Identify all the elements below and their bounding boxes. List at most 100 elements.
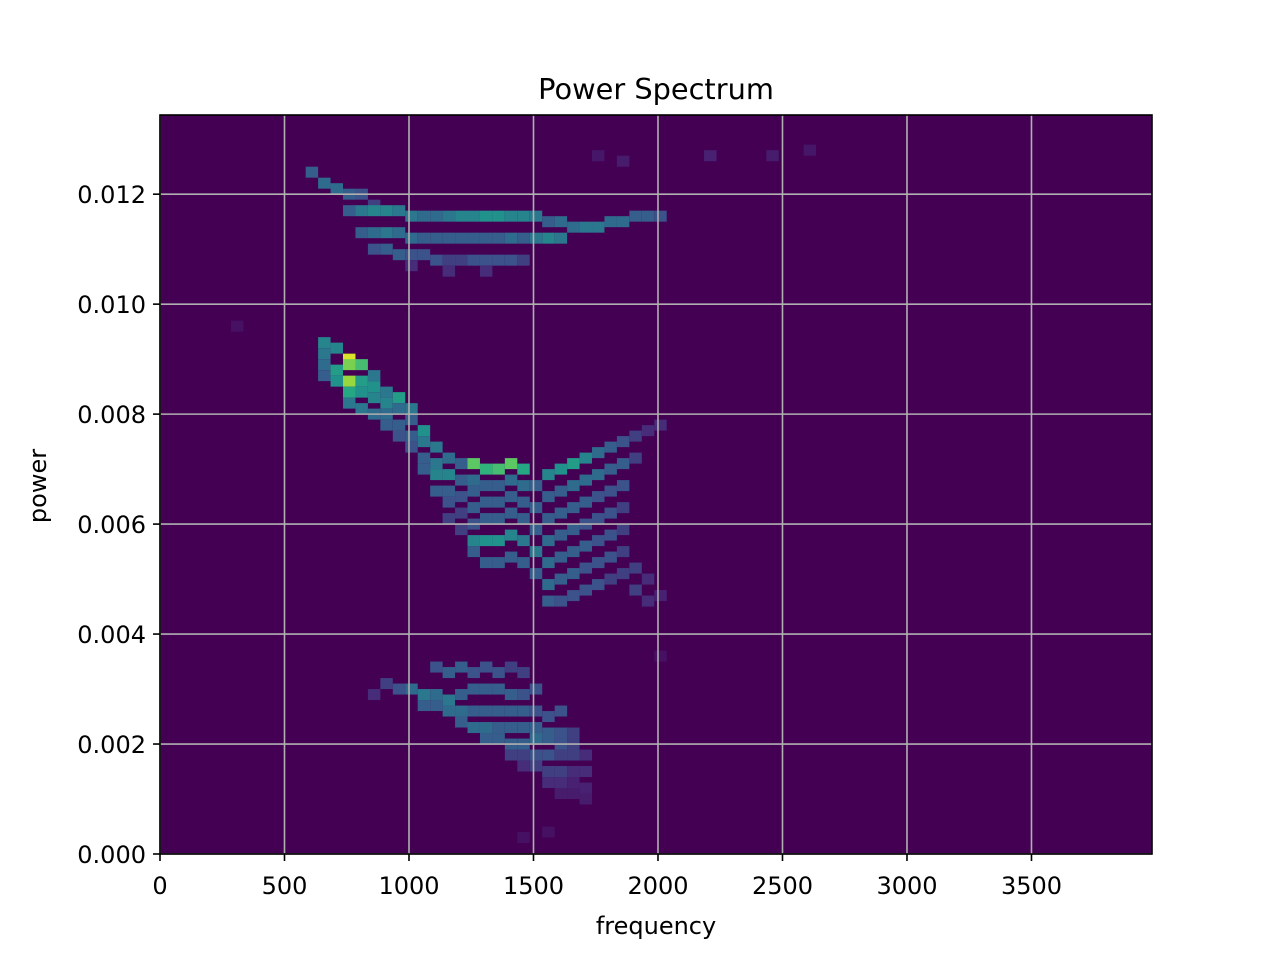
heatmap-cell [579, 749, 593, 761]
heatmap-cell [641, 595, 655, 607]
heatmap-cell [504, 749, 518, 761]
heatmap-cell [554, 766, 568, 778]
heatmap-cell [567, 458, 580, 470]
heatmap-cell [641, 425, 655, 437]
heatmap-cell [442, 254, 456, 266]
heatmap-cell [455, 491, 468, 503]
heatmap-cell [766, 150, 779, 162]
heatmap-cell [442, 469, 456, 481]
heatmap-cell [355, 359, 368, 371]
heatmap-cell [604, 573, 617, 585]
heatmap-cell [455, 254, 468, 266]
heatmap-cell [492, 463, 505, 475]
heatmap-cell [542, 469, 555, 481]
heatmap-cell [330, 183, 344, 195]
heatmap-cell [405, 260, 418, 272]
heatmap-cell [616, 155, 630, 167]
heatmap-cell [504, 705, 518, 717]
heatmap-cell [542, 216, 555, 228]
heatmap-cell [479, 480, 493, 492]
heatmap-cell [442, 694, 456, 706]
x-tick-label: 2500 [752, 872, 813, 900]
heatmap-cell [554, 573, 568, 585]
heatmap-cell [616, 436, 630, 448]
heatmap-cell [455, 507, 468, 519]
heatmap-cell [479, 265, 493, 277]
heatmap-cell [467, 254, 480, 266]
heatmap-cell [392, 227, 406, 239]
heatmap-cell [567, 727, 580, 739]
heatmap-cell [542, 826, 555, 838]
heatmap-cell [592, 557, 605, 569]
heatmap-cell [654, 590, 667, 602]
x-tick-label: 500 [262, 872, 308, 900]
heatmap-cell [343, 359, 356, 371]
heatmap-cell [367, 689, 381, 701]
heatmap-cell [442, 210, 456, 222]
heatmap-cell [542, 557, 555, 569]
heatmap-cell [554, 232, 568, 244]
heatmap-cell [430, 232, 443, 244]
heatmap-cell [517, 749, 530, 761]
heatmap-cell [542, 595, 555, 607]
heatmap-cell [567, 788, 580, 800]
heatmap-cell [430, 661, 443, 673]
heatmap-cell [504, 254, 518, 266]
heatmap-cell [355, 205, 368, 217]
y-tick-label: 0.008 [77, 401, 146, 429]
heatmap-cell [405, 210, 418, 222]
x-tick-label: 1000 [378, 872, 439, 900]
heatmap-cell [567, 777, 580, 789]
heatmap-cell [492, 232, 505, 244]
heatmap-cell [529, 232, 543, 244]
heatmap-cell [380, 227, 393, 239]
heatmap-cell [616, 502, 630, 514]
heatmap-cell [517, 513, 530, 525]
heatmap-cell [579, 584, 593, 596]
heatmap-cell [405, 232, 418, 244]
heatmap-cell [529, 524, 543, 536]
heatmap-cell [517, 689, 530, 701]
heatmap-cell [542, 749, 555, 761]
heatmap-cell [367, 205, 381, 217]
heatmap-cell [467, 485, 480, 497]
heatmap-cell [367, 227, 381, 239]
heatmap-cell [529, 760, 543, 772]
heatmap-cell [318, 177, 331, 189]
heatmap-cell [318, 348, 331, 360]
y-tick-label: 0.010 [77, 291, 146, 319]
heatmap-cell [430, 469, 443, 481]
heatmap-cell [492, 722, 505, 734]
heatmap-cell [455, 524, 468, 536]
heatmap-cell [367, 243, 381, 255]
heatmap-cell [417, 700, 431, 712]
heatmap-cell [567, 480, 580, 492]
heatmap-cell [405, 441, 418, 453]
heatmap-cell [318, 370, 331, 382]
heatmap-cell [380, 419, 393, 431]
heatmap-cell [442, 452, 456, 464]
heatmap-cell [554, 216, 568, 228]
heatmap-cell [392, 392, 406, 404]
heatmap-cell [430, 458, 443, 470]
heatmap-cell [529, 683, 543, 695]
heatmap-cell [654, 210, 667, 222]
heatmap-cell [529, 733, 543, 745]
heatmap-cell [529, 502, 543, 514]
heatmap-cell [529, 749, 543, 761]
heatmap-cell [542, 777, 555, 789]
x-tick-label: 0 [152, 872, 167, 900]
heatmap-cell [592, 579, 605, 591]
heatmap-cell [567, 590, 580, 602]
heatmap-cell [467, 474, 480, 486]
heatmap-cell [629, 452, 642, 464]
heatmap-cell [616, 216, 630, 228]
heatmap-cell [430, 700, 443, 712]
heatmap-cell [479, 661, 493, 673]
heatmap-cell [542, 579, 555, 591]
heatmap-cell [467, 210, 480, 222]
heatmap-cell [517, 535, 530, 547]
heatmap-cell [492, 535, 505, 547]
heatmap-cell [504, 507, 518, 519]
